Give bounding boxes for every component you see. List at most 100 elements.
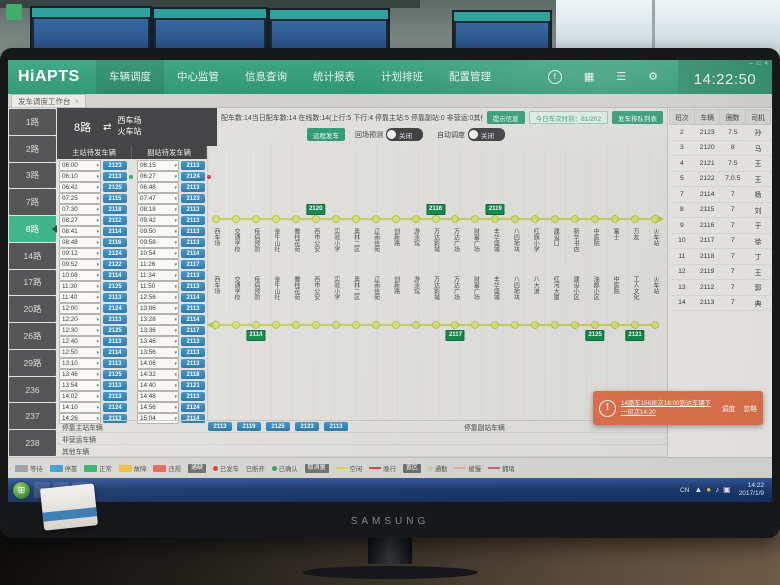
route-button[interactable]: 3路 (9, 162, 56, 189)
bus-badge[interactable]: 2124 (181, 172, 205, 181)
alert-icon[interactable]: ! (547, 70, 562, 84)
time-select[interactable]: 14:48 ▾ (137, 391, 179, 402)
route-button[interactable]: 236 (9, 376, 56, 403)
fleet-row[interactable]: 5 2122 7,0.5 王 (669, 171, 771, 187)
tab-close-icon[interactable]: × (74, 96, 80, 106)
bus-badge[interactable]: 2124 (103, 249, 127, 258)
time-select[interactable]: 14:32 ▾ (137, 369, 179, 380)
bus-badge[interactable]: 2113 (181, 282, 205, 291)
route-button[interactable]: 2路 (9, 135, 56, 162)
time-select[interactable]: 09:52 ▾ (59, 259, 101, 270)
time-select[interactable]: 12:20 ▾ (59, 314, 101, 325)
time-select[interactable]: 14:40 ▾ (137, 380, 179, 391)
time-select[interactable]: 08:27 ▾ (59, 215, 101, 226)
bus-badge[interactable]: 2117 (181, 260, 205, 269)
time-select[interactable]: 07:25 ▾ (59, 193, 101, 204)
time-select[interactable]: 13:46 ▾ (59, 369, 101, 380)
time-select[interactable]: 09:58 ▾ (137, 237, 179, 248)
route-button[interactable]: 20路 (9, 296, 56, 323)
time-select[interactable]: 13:06 ▾ (137, 303, 179, 314)
bus-badge[interactable]: 2114 (181, 315, 205, 324)
time-select[interactable]: 14:10 ▾ (59, 402, 101, 413)
time-select[interactable]: 13:36 ▾ (137, 325, 179, 336)
bus-badge[interactable]: 2113 (103, 337, 127, 346)
menu-item-5[interactable]: 计划排班 (381, 71, 423, 83)
route-button[interactable]: 29路 (9, 349, 56, 376)
bus-badge[interactable]: 2113 (103, 315, 127, 324)
time-select[interactable]: 08:18 ▾ (137, 204, 179, 215)
bus-badge[interactable]: 2113 (103, 359, 127, 368)
bus-badge[interactable]: 2125 (103, 326, 127, 335)
time-select[interactable]: 11:34 ▾ (137, 270, 179, 281)
time-select[interactable]: 06:00 ▾ (59, 160, 101, 171)
bus-badge[interactable]: 2114 (181, 249, 205, 258)
vehicle-badge[interactable]: 2120 (306, 204, 326, 215)
time-select[interactable]: 06:15 ▾ (137, 160, 179, 171)
bus-badge[interactable]: 2124 (103, 403, 127, 412)
fleet-row[interactable]: 2 2123 7.5 孙 (669, 124, 771, 141)
time-select[interactable]: 15:04 ▾ (137, 413, 179, 424)
time-select[interactable]: 14:06 ▾ (137, 358, 179, 369)
fleet-row[interactable]: 9 2116 7 于 (669, 217, 771, 234)
bus-badge[interactable]: 2125 (103, 370, 127, 379)
bus-badge[interactable]: 2113 (181, 348, 205, 357)
bus-badge[interactable]: 2113 (181, 216, 205, 225)
fleet-row[interactable]: 13 2112 7 郭 (669, 279, 771, 296)
time-select[interactable]: 11:26 ▾ (137, 259, 179, 270)
keyboard-icon[interactable]: ▦ (583, 71, 595, 83)
route-button[interactable]: 237 (9, 403, 56, 430)
bus-badge[interactable]: 2112 (103, 216, 127, 225)
bus-badge[interactable]: 2113 (181, 227, 205, 236)
time-select[interactable]: 12:50 ▾ (59, 347, 101, 358)
time-select[interactable]: 06:42 ▾ (59, 182, 101, 193)
route-button[interactable]: 238 (9, 430, 56, 456)
time-select[interactable]: 12:30 ▾ (59, 325, 101, 336)
vehicle-badge[interactable]: 2119 (485, 204, 505, 215)
bus-badge[interactable]: 2113 (181, 392, 205, 401)
return-forecast-toggle[interactable]: 关闭 (386, 128, 423, 141)
vehicle-badge[interactable]: 2117 (445, 330, 465, 341)
bus-badge[interactable]: 2113 (103, 293, 127, 302)
time-select[interactable]: 11:50 ▾ (137, 281, 179, 292)
bus-badge[interactable]: 2113 (103, 414, 127, 423)
bus-badge[interactable]: 2114 (103, 271, 127, 280)
route-button[interactable]: 7路 (9, 189, 56, 216)
time-select[interactable]: 07:47 ▾ (137, 193, 179, 204)
swap-direction-icon[interactable]: ⇄ (103, 121, 112, 133)
fleet-row[interactable]: 8 2115 7 刘 (669, 202, 771, 218)
vehicle-badge[interactable]: 2116 (425, 204, 446, 215)
fleet-row[interactable]: 12 2119 7 王 (669, 264, 771, 280)
time-select[interactable]: 10:08 ▾ (59, 270, 101, 281)
bus-badge[interactable]: 2113 (181, 238, 205, 247)
bus-badge[interactable]: 2117 (181, 326, 205, 335)
bus-badge[interactable]: 2123 (103, 161, 127, 170)
remote-depart-button[interactable]: 远程发车 (307, 128, 345, 141)
time-select[interactable]: 13:46 ▾ (137, 336, 179, 347)
maximize-icon[interactable]: □ (756, 61, 761, 67)
fleet-row[interactable]: 7 2114 7 杨 (669, 186, 771, 203)
time-select[interactable]: 13:54 ▾ (59, 380, 101, 391)
time-select[interactable]: 14:26 ▾ (59, 413, 101, 424)
time-select[interactable]: 06:48 ▾ (137, 182, 179, 193)
time-select[interactable]: 13:10 ▾ (59, 358, 101, 369)
bus-badge[interactable]: 2121 (181, 381, 205, 390)
parked-bus-badge[interactable]: 2113 (208, 422, 232, 431)
bus-badge[interactable]: 2115 (103, 194, 127, 203)
bus-badge[interactable]: 2113 (181, 337, 205, 346)
route-button[interactable]: 8路 (9, 216, 57, 242)
bus-badge[interactable]: 2114 (181, 414, 205, 423)
minimize-icon[interactable]: – (749, 61, 753, 67)
bus-badge[interactable]: 2125 (103, 282, 127, 291)
taskbar-clock[interactable]: 14:22 2017/1/9 (736, 482, 767, 498)
up-arrow-icon[interactable]: ▲ (694, 485, 703, 494)
fleet-row[interactable]: 10 2117 7 徐 (669, 233, 771, 249)
time-select[interactable]: 09:42 ▾ (137, 215, 179, 226)
bus-badge[interactable]: 2125 (103, 183, 127, 192)
time-select[interactable]: 09:50 ▾ (137, 226, 179, 237)
close-icon[interactable]: × (764, 61, 768, 67)
time-select[interactable]: 07:30 ▾ (59, 204, 101, 215)
vehicle-badge[interactable]: 2114 (246, 330, 266, 341)
bus-badge[interactable]: 2113 (103, 381, 127, 390)
time-select[interactable]: 08:41 ▾ (59, 226, 101, 237)
bus-badge[interactable]: 2113 (181, 359, 205, 368)
